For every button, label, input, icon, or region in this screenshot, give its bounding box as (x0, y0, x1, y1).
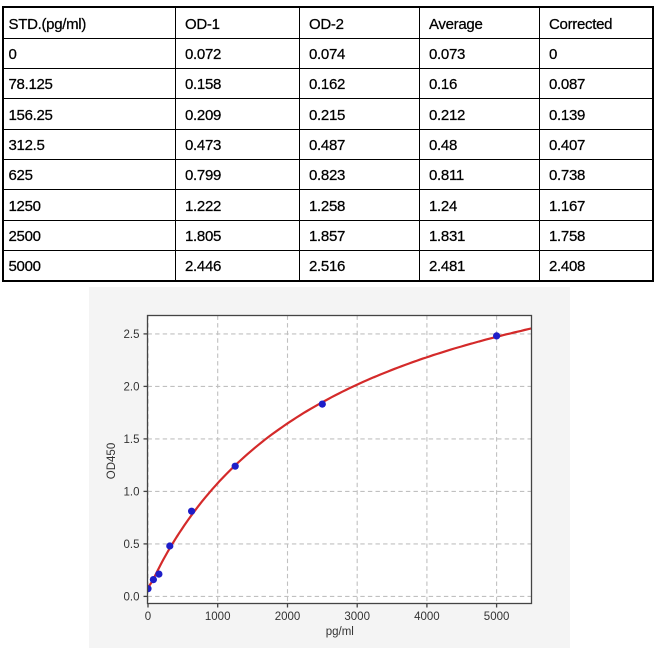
svg-text:2.5: 2.5 (124, 329, 140, 341)
svg-text:0.5: 0.5 (124, 539, 140, 551)
svg-text:pg/ml: pg/ml (326, 626, 354, 638)
svg-text:OD450: OD450 (106, 443, 118, 479)
svg-text:0: 0 (145, 611, 151, 623)
svg-text:1000: 1000 (205, 611, 231, 623)
svg-text:4000: 4000 (414, 611, 440, 623)
svg-text:2000: 2000 (275, 611, 301, 623)
svg-text:1.0: 1.0 (124, 486, 140, 498)
svg-text:1.5: 1.5 (124, 434, 140, 446)
svg-text:2.0: 2.0 (124, 381, 140, 393)
svg-text:3000: 3000 (344, 611, 370, 623)
svg-text:0.0: 0.0 (124, 591, 140, 603)
svg-text:5000: 5000 (484, 611, 510, 623)
